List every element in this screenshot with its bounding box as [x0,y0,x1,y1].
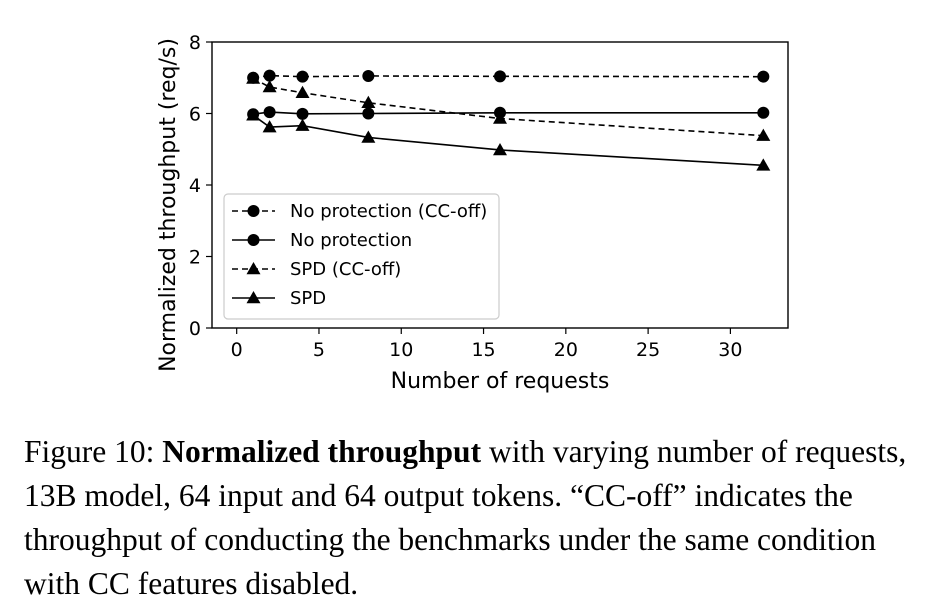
data-point [295,85,310,99]
legend-entry: SPD [232,288,326,309]
x-tick-label: 30 [718,339,742,361]
x-tick-label: 15 [471,339,495,361]
series-layer [246,69,771,171]
caption-bold: Normalized throughput [162,434,482,469]
data-point [493,142,507,156]
series-line [252,114,764,167]
legend-entry: SPD (CC-off) [232,259,401,280]
data-point [361,130,376,143]
y-tick-label: 0 [189,318,201,340]
x-tick-label: 5 [313,339,325,361]
x-tick-label: 20 [554,339,578,361]
data-point [756,158,771,171]
legend-label: No protection (CC-off) [290,201,487,222]
data-point [757,106,770,119]
y-tick-label: 2 [189,247,201,269]
legend-marker [247,205,260,217]
series-2 [247,106,770,121]
y-tick-label: 8 [189,32,201,54]
legend-frame [223,193,500,320]
legend-marker [246,262,261,275]
data-point [246,71,261,84]
series-line [253,74,764,79]
x-tick-label: 10 [389,339,413,361]
data-point [295,118,310,131]
legend-label: No protection [290,230,412,251]
series-4 [246,108,771,171]
series-line [252,77,764,137]
y-axis-label: Normalized throughput (req/s) [156,38,181,372]
data-point [361,95,376,109]
legend-marker [246,291,261,304]
legend: No protection (CC-off) No protection SPD (… [223,193,500,320]
data-point [262,120,277,133]
legend-entry: No protection [232,230,412,251]
data-point [494,70,506,83]
data-point [757,70,770,83]
series-3 [246,71,771,141]
series-line [253,111,764,116]
figure-caption: Figure 10: Normalized throughput with va… [24,430,929,606]
data-point [263,69,276,82]
x-tick-label: 0 [231,339,243,361]
x-axis-label: Number of requests [391,369,610,394]
legend-marker [247,234,260,246]
caption-text: with varying number of requests, 13B mod… [24,434,907,601]
y-tick-label: 6 [189,104,201,126]
y-tick-label: 4 [189,175,201,197]
data-point [493,111,507,124]
data-point [263,106,276,119]
series-1 [247,69,770,84]
data-point [296,70,309,83]
x-tick-label: 25 [636,339,660,361]
legend-label: SPD (CC-off) [290,259,401,280]
data-point [756,128,771,141]
data-point [262,80,277,93]
data-point [362,107,375,120]
data-point [362,69,375,82]
line-chart: 0 5 10 15 20 25 30 0 2 4 6 8 Number of requests Nor… [156,32,789,394]
data-point [296,107,309,120]
legend-label: SPD [290,288,326,309]
caption-prefix: Figure 10: [24,434,163,469]
ticks-layer: 0 5 10 15 20 25 30 0 2 4 6 8 [189,32,743,361]
data-point [246,108,261,121]
legend-entry: No protection (CC-off) [232,201,487,222]
